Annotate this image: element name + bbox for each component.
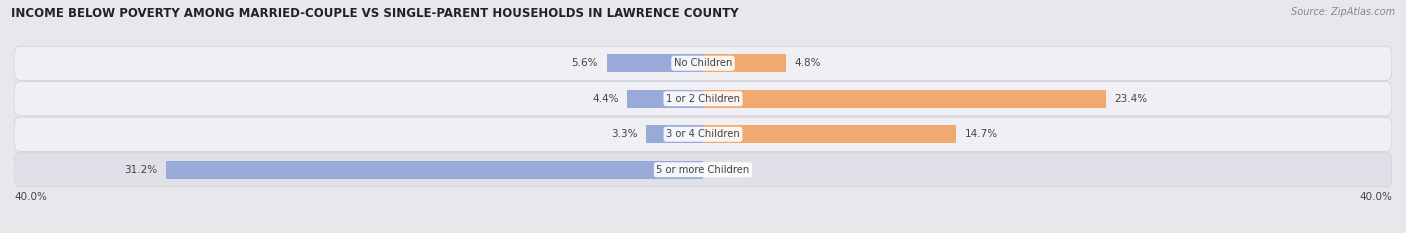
FancyBboxPatch shape — [14, 46, 1392, 80]
FancyBboxPatch shape — [14, 82, 1392, 116]
Bar — [647, 125, 703, 144]
FancyBboxPatch shape — [14, 153, 1392, 187]
Bar — [703, 125, 956, 144]
Bar — [166, 161, 703, 179]
Bar — [606, 54, 703, 72]
Text: Source: ZipAtlas.com: Source: ZipAtlas.com — [1291, 7, 1395, 17]
Text: 1 or 2 Children: 1 or 2 Children — [666, 94, 740, 104]
Text: 4.8%: 4.8% — [794, 58, 821, 68]
Text: 40.0%: 40.0% — [14, 192, 46, 202]
Text: 40.0%: 40.0% — [1360, 192, 1392, 202]
Text: 0.0%: 0.0% — [711, 165, 738, 175]
Bar — [627, 89, 703, 108]
Text: 4.4%: 4.4% — [592, 94, 619, 104]
Text: INCOME BELOW POVERTY AMONG MARRIED-COUPLE VS SINGLE-PARENT HOUSEHOLDS IN LAWRENC: INCOME BELOW POVERTY AMONG MARRIED-COUPL… — [11, 7, 740, 20]
Text: 3 or 4 Children: 3 or 4 Children — [666, 129, 740, 139]
Text: 5 or more Children: 5 or more Children — [657, 165, 749, 175]
Bar — [703, 89, 1107, 108]
Text: No Children: No Children — [673, 58, 733, 68]
Text: 14.7%: 14.7% — [965, 129, 998, 139]
Text: 23.4%: 23.4% — [1115, 94, 1147, 104]
FancyBboxPatch shape — [14, 117, 1392, 151]
Text: 5.6%: 5.6% — [571, 58, 598, 68]
Text: 3.3%: 3.3% — [612, 129, 637, 139]
Text: 31.2%: 31.2% — [124, 165, 157, 175]
Bar — [703, 54, 786, 72]
